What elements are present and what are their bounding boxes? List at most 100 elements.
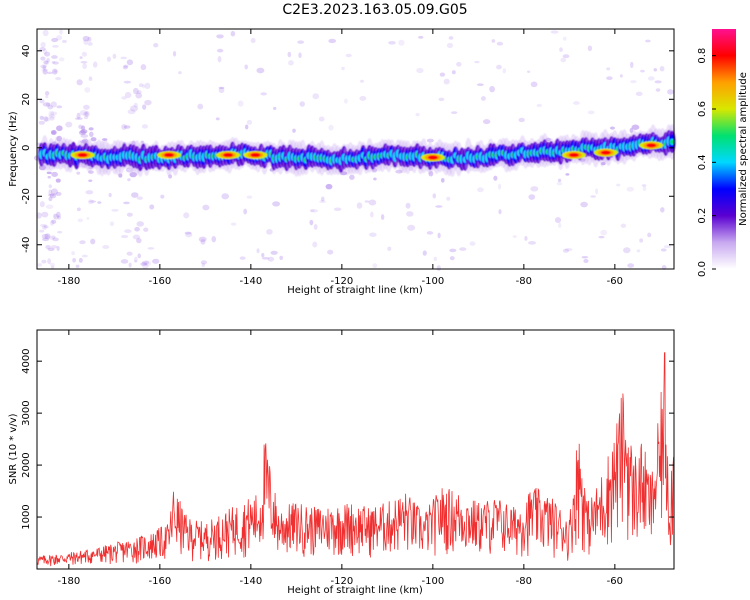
noise-speckle — [557, 178, 562, 183]
x-tick-label: -100 — [421, 576, 444, 587]
noise-speckle — [152, 258, 160, 264]
noise-speckle — [120, 234, 129, 239]
noise-speckle — [512, 235, 517, 238]
noise-speckle — [41, 211, 49, 218]
noise-speckle — [142, 84, 146, 89]
noise-speckle — [121, 96, 127, 100]
noise-speckle — [47, 247, 55, 251]
noise-speckle — [426, 138, 434, 143]
noise-speckle — [97, 201, 102, 204]
noise-speckle — [41, 259, 47, 264]
noise-speckle — [50, 262, 55, 267]
noise-speckle — [639, 238, 644, 243]
noise-speckle — [556, 181, 563, 186]
ridge-peak-core — [600, 150, 611, 155]
noise-speckle — [88, 127, 94, 131]
noise-speckle — [641, 184, 647, 187]
noise-speckle — [446, 196, 451, 201]
noise-speckle — [407, 224, 416, 231]
spectrogram-ridge — [37, 124, 677, 177]
noise-speckle — [46, 171, 52, 175]
noise-speckle — [142, 260, 149, 265]
noise-speckle — [256, 67, 265, 74]
noise-speckle — [325, 183, 333, 190]
noise-speckle — [52, 44, 59, 48]
colorbar-tick-label: 0.2 — [697, 208, 708, 224]
noise-speckle — [51, 219, 57, 224]
noise-speckle — [279, 255, 283, 260]
noise-speckle — [288, 60, 294, 66]
colorbar-ticks: 0.0 0.2 0.4 0.6 0.8 — [697, 48, 716, 277]
snr-x-label: Height of straight line (km) — [287, 585, 423, 596]
noise-speckle — [108, 192, 112, 198]
noise-speckle — [554, 217, 562, 223]
spectrogram-border — [36, 28, 675, 270]
noise-speckle — [134, 259, 138, 263]
noise-speckle — [660, 248, 667, 252]
noise-speckle — [90, 238, 96, 245]
colorbar-tick-label: 0.4 — [697, 154, 708, 170]
noise-speckle — [80, 134, 89, 138]
noise-speckle — [480, 96, 486, 101]
noise-speckle — [44, 91, 50, 96]
noise-speckle — [128, 262, 132, 268]
x-tick-label: -180 — [57, 276, 80, 287]
noise-speckle — [197, 103, 204, 110]
noise-speckle — [616, 183, 621, 187]
noise-speckle — [42, 29, 49, 37]
y-tick-label: -40 — [21, 237, 32, 253]
y-tick-label: 1000 — [21, 504, 32, 529]
noise-speckle — [51, 235, 56, 239]
noise-speckle — [560, 57, 567, 63]
noise-speckle — [123, 125, 131, 129]
noise-speckle — [565, 173, 570, 176]
y-tick-label: 20 — [21, 93, 32, 106]
noise-speckle — [440, 177, 445, 183]
colorbar-tick-label: 0.0 — [697, 261, 708, 277]
noise-speckle — [372, 263, 378, 269]
ridge-peak-core — [223, 153, 234, 158]
noise-speckle — [270, 250, 278, 255]
noise-speckle — [76, 171, 81, 175]
snr-y-ticks: 1000 2000 3000 4000 — [21, 348, 674, 530]
noise-speckle — [243, 208, 248, 215]
noise-speckle — [136, 196, 144, 200]
colorbar-gradient — [712, 29, 736, 269]
noise-speckle — [583, 259, 589, 263]
noise-speckle — [50, 188, 58, 195]
noise-speckle — [216, 48, 224, 53]
noise-speckle — [620, 223, 627, 228]
noise-speckle — [341, 66, 345, 71]
noise-speckle — [42, 65, 47, 71]
noise-speckle — [328, 124, 334, 131]
noise-speckle — [267, 256, 275, 262]
noise-speckle — [134, 256, 138, 263]
noise-speckle — [39, 98, 45, 104]
noise-speckle — [40, 41, 46, 48]
noise-speckle — [87, 36, 92, 42]
noise-speckle — [58, 57, 65, 62]
noise-speckle — [55, 178, 61, 183]
noise-speckle — [580, 201, 588, 208]
noise-speckle — [211, 236, 217, 243]
noise-speckle — [48, 110, 55, 117]
x-tick-label: -160 — [148, 276, 171, 287]
ridge-peak-core — [646, 143, 657, 148]
noise-speckle — [297, 40, 305, 44]
noise-speckle — [310, 209, 319, 213]
noise-speckle — [62, 40, 67, 43]
noise-speckle — [51, 171, 58, 177]
noise-speckle — [44, 233, 51, 240]
noise-speckle — [438, 97, 445, 102]
x-tick-label: -120 — [330, 276, 353, 287]
colorbar-label: Normalized spectral amplitude — [738, 72, 749, 226]
noise-speckle — [124, 91, 132, 99]
noise-speckle — [48, 196, 53, 202]
noise-speckle — [359, 95, 367, 101]
noise-speckle — [40, 56, 46, 61]
noise-speckle — [449, 248, 457, 253]
y-tick-label: 40 — [21, 44, 32, 57]
noise-speckle — [48, 184, 52, 189]
colorbar-tick-label: 0.8 — [697, 48, 708, 64]
noise-speckle — [55, 191, 62, 196]
